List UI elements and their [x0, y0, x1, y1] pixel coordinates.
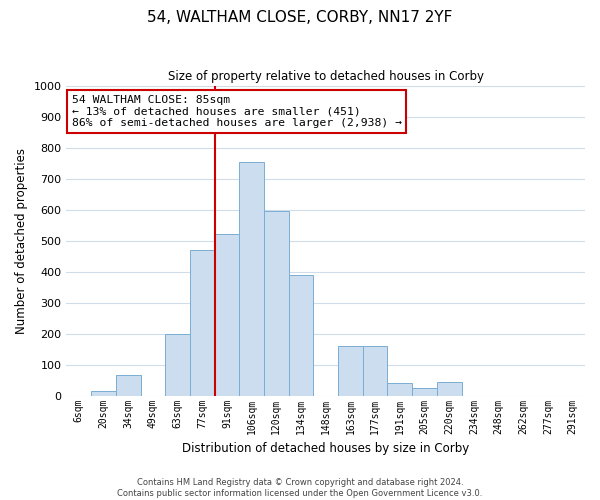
Bar — [363, 346, 388, 396]
Bar — [239, 162, 264, 396]
Text: 54 WALTHAM CLOSE: 85sqm
← 13% of detached houses are smaller (451)
86% of semi-d: 54 WALTHAM CLOSE: 85sqm ← 13% of detache… — [71, 95, 401, 128]
Bar — [215, 234, 239, 396]
Bar — [437, 382, 461, 396]
Bar — [91, 391, 116, 396]
Bar — [388, 383, 412, 396]
Bar — [289, 274, 313, 396]
Bar — [264, 211, 289, 396]
Text: Contains HM Land Registry data © Crown copyright and database right 2024.
Contai: Contains HM Land Registry data © Crown c… — [118, 478, 482, 498]
Bar — [116, 376, 140, 396]
X-axis label: Distribution of detached houses by size in Corby: Distribution of detached houses by size … — [182, 442, 469, 455]
Y-axis label: Number of detached properties: Number of detached properties — [15, 148, 28, 334]
Bar — [412, 388, 437, 396]
Bar — [165, 334, 190, 396]
Bar — [338, 346, 363, 396]
Bar — [190, 250, 215, 396]
Text: 54, WALTHAM CLOSE, CORBY, NN17 2YF: 54, WALTHAM CLOSE, CORBY, NN17 2YF — [148, 10, 452, 25]
Title: Size of property relative to detached houses in Corby: Size of property relative to detached ho… — [168, 70, 484, 83]
